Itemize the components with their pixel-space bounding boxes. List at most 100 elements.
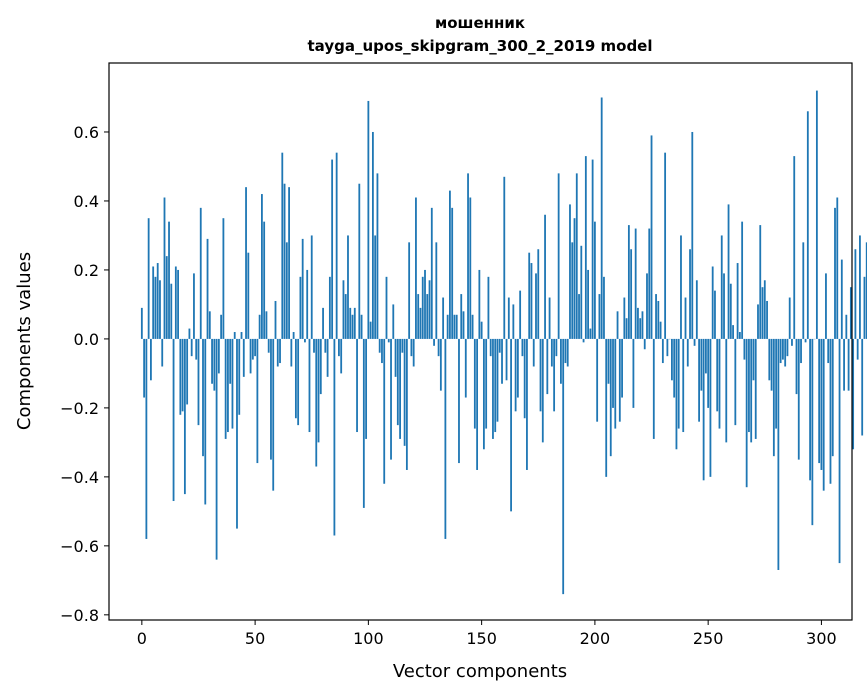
bar [394, 338, 397, 377]
bar [159, 280, 161, 339]
bar [168, 221, 170, 339]
bar [213, 338, 216, 391]
bar [367, 100, 370, 339]
bar [174, 266, 177, 339]
bar [695, 280, 698, 339]
bar [177, 269, 179, 339]
y-tick-label: 0.2 [74, 261, 99, 280]
bar [618, 338, 621, 422]
bar [614, 338, 617, 429]
bar [451, 207, 454, 339]
bar [396, 338, 399, 426]
bar [428, 280, 431, 339]
bar [324, 338, 327, 353]
bar [322, 307, 324, 339]
bar [294, 338, 297, 419]
bar [165, 256, 168, 339]
plot-frame [108, 62, 853, 621]
bar [763, 280, 766, 339]
bar [231, 338, 234, 429]
bar [405, 338, 408, 470]
bar [478, 269, 481, 339]
bar [702, 338, 705, 481]
bar [716, 338, 719, 412]
bar [863, 276, 866, 339]
bar [704, 338, 707, 374]
bar [698, 338, 700, 422]
bar [616, 311, 619, 339]
bar [453, 314, 456, 339]
bar [208, 311, 211, 339]
bar [562, 338, 565, 595]
bar [806, 111, 809, 339]
bar [854, 249, 857, 339]
bar [476, 338, 479, 470]
bar [831, 338, 834, 457]
bar-series [140, 90, 867, 595]
bar [430, 207, 433, 339]
bar [822, 338, 825, 491]
bar [335, 152, 338, 339]
bar [272, 338, 275, 491]
bar [258, 314, 261, 339]
bar [217, 338, 220, 374]
y-tick-label: −0.8 [60, 606, 99, 625]
bar [467, 173, 469, 339]
bar [691, 131, 694, 339]
bar [349, 307, 352, 339]
bar [371, 131, 374, 339]
bar [503, 176, 506, 339]
bar [150, 338, 152, 381]
bar [537, 249, 540, 339]
bar [426, 294, 429, 339]
bar [283, 183, 286, 339]
bar [539, 338, 542, 412]
bar [224, 338, 227, 439]
bar [331, 159, 334, 339]
bar [671, 338, 673, 381]
bar [557, 173, 560, 339]
bar [147, 218, 150, 339]
bar [650, 135, 653, 339]
bar [673, 338, 676, 398]
bar [836, 197, 839, 339]
bar [419, 307, 422, 339]
bar [496, 338, 499, 422]
bar [571, 242, 574, 339]
bar [261, 194, 263, 339]
bar [383, 338, 386, 484]
bar [190, 338, 193, 357]
bar [754, 338, 757, 439]
bar [333, 338, 336, 536]
bar [580, 245, 583, 339]
bar [856, 338, 859, 360]
bar [152, 266, 155, 339]
x-axis-ticks: 0 50 100 150 200 250 300 [137, 620, 837, 648]
bar [777, 338, 780, 570]
bar [639, 318, 642, 339]
bar [553, 338, 556, 412]
bar [417, 294, 420, 339]
bar [775, 338, 778, 429]
bar [301, 238, 304, 339]
bar [804, 338, 807, 343]
bar [161, 338, 164, 367]
bar [197, 338, 200, 426]
bar [727, 204, 730, 339]
bar [186, 338, 189, 405]
bar [689, 249, 691, 339]
bar [170, 283, 173, 339]
bar [358, 183, 361, 339]
bar [460, 294, 463, 339]
bar [179, 338, 182, 415]
bar [612, 338, 614, 408]
bar [455, 314, 458, 339]
bar [548, 297, 551, 339]
bar [700, 338, 703, 391]
bar [281, 152, 284, 339]
bar [759, 225, 762, 339]
bar [648, 228, 651, 339]
bar [442, 297, 445, 339]
bar [677, 338, 680, 429]
bar [605, 338, 608, 477]
